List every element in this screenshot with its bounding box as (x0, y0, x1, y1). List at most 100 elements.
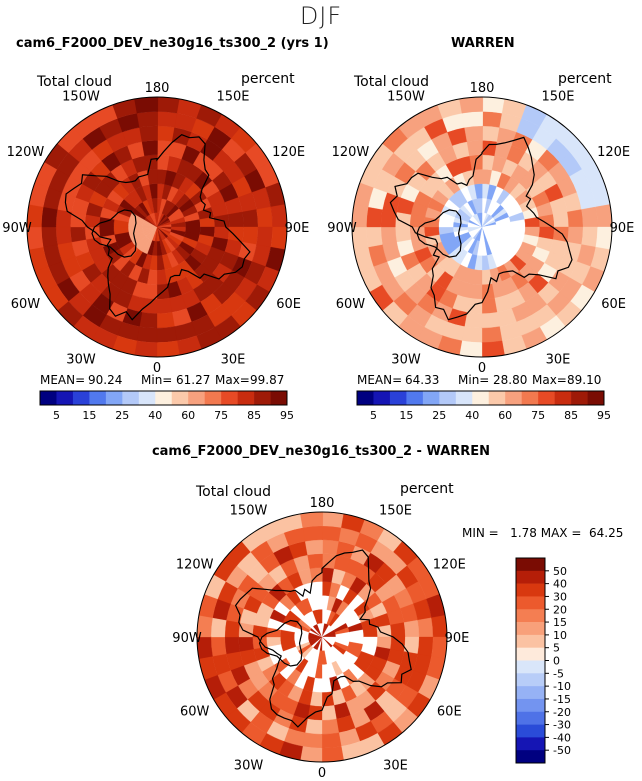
map-cell (309, 567, 323, 583)
colorbar-swatch (571, 391, 588, 405)
colorbar-tick-label: 40 (148, 409, 162, 422)
colorbar-tick-label: 85 (564, 409, 578, 422)
colorbar-tick-label: 15 (553, 616, 567, 629)
colorbar-tick-label: 5 (53, 409, 60, 422)
map-cell (256, 226, 273, 249)
longitude-label: 30W (66, 353, 96, 368)
map-cell (134, 97, 159, 114)
colorbar-tick-label: -30 (553, 719, 571, 732)
colorbar-tick-label: 85 (247, 409, 261, 422)
map-cell (538, 214, 555, 228)
panel3-units-label: percent (400, 481, 454, 497)
panel1-max-value: 99.87 (250, 373, 285, 387)
colorbar-tick-label: 25 (115, 409, 129, 422)
map-cell (581, 226, 598, 249)
colorbar-tick-label: -15 (553, 693, 571, 706)
colorbar-tick-label: 60 (498, 409, 512, 422)
map-cell (41, 226, 58, 248)
map-cell (552, 211, 569, 228)
panel1-min-value: 61.27 (176, 373, 211, 387)
map-cell (321, 525, 343, 542)
longitude-label: 60E (276, 297, 301, 312)
longitude-label: 90E (610, 221, 635, 236)
colorbar-swatch (516, 583, 545, 597)
colorbar-frame (356, 390, 605, 406)
colorbar-tick-label: 0 (553, 655, 560, 668)
colorbar-swatch (188, 391, 205, 405)
panel3-variable-label: Total cloud (196, 484, 272, 500)
colorbar-tick-label: 95 (597, 409, 611, 422)
map-cell (307, 553, 323, 569)
panel2-min-label: Min= (458, 373, 490, 387)
colorbar-swatch (516, 724, 545, 738)
colorbar-swatch (516, 660, 545, 674)
colorbar-tick-label: 75 (531, 409, 545, 422)
colorbar-tick-label: -40 (553, 731, 571, 744)
greenland-outline (258, 619, 303, 667)
colorbar-tick-label: 40 (553, 578, 567, 591)
colorbar-tick-label: 15 (399, 409, 413, 422)
colorbar-swatch (204, 391, 222, 405)
colorbar-tick-label: 20 (553, 603, 567, 616)
map-cell (480, 340, 505, 357)
colorbar-swatch (516, 711, 545, 725)
longitude-label: 30W (391, 353, 421, 368)
map-cell (156, 326, 178, 343)
map-cell (70, 226, 87, 243)
longitude-label: 90E (285, 221, 310, 236)
colorbar-swatch (505, 391, 522, 405)
map-cell (141, 140, 158, 157)
colorbar-tick-label: 30 (553, 590, 567, 603)
colorbar-frame (39, 390, 288, 406)
map-cell (366, 205, 383, 228)
colorbar-swatch (155, 391, 173, 405)
map-cell (238, 636, 254, 652)
longitude-label: 30E (546, 353, 571, 368)
colorbar-swatch (516, 609, 545, 623)
map-cell (466, 140, 483, 157)
colorbar-tick-label: -50 (553, 744, 571, 757)
colorbar-swatch (455, 391, 473, 405)
colorbar-swatch (516, 673, 545, 687)
colorbar-swatch (105, 391, 123, 405)
longitude-label: 60W (11, 297, 41, 312)
colorbar-swatch (72, 391, 90, 405)
longitude-label: 0 (153, 361, 161, 376)
colorbar-swatch (89, 391, 107, 405)
panel2-min-value: 28.80 (493, 373, 528, 387)
colorbar-swatch (221, 391, 238, 405)
map-cell (156, 97, 181, 114)
greenland-outline (416, 209, 462, 258)
colorbar-tick-label: 75 (214, 409, 228, 422)
longitude-label: 150E (541, 89, 574, 104)
map-cell (481, 312, 500, 329)
coastline-outline (389, 136, 573, 321)
panel2-map (352, 97, 612, 357)
colorbar-tick-label: 5 (370, 409, 377, 422)
longitude-label: 90E (445, 631, 470, 646)
colorbar-swatch (521, 391, 539, 405)
longitude-label: 150W (230, 504, 268, 519)
colorbar-swatch (587, 391, 605, 405)
panel1-max-label: Max= (215, 373, 250, 387)
longitude-label: 60E (437, 705, 462, 720)
colorbar-swatch (40, 391, 57, 405)
longitude-label: 30E (383, 758, 408, 773)
map-cell (224, 636, 241, 655)
polar-longitude-labels: 180 150E 120E 90E 60E 30E 0 30W 60W 90W 120W 150W 18… (2, 81, 634, 781)
map-cell (156, 297, 173, 314)
longitude-label: 60E (601, 297, 626, 312)
map-cell (301, 732, 323, 749)
colorbar-tick-label: 95 (280, 409, 294, 422)
colorbar-tick-label: 25 (432, 409, 446, 422)
map-cell (581, 206, 598, 228)
map-border (26, 96, 288, 358)
longitude-label: 180 (310, 496, 335, 511)
longitude-label: 60W (180, 705, 210, 720)
map-cell (133, 340, 158, 357)
longitude-label: 90W (327, 221, 357, 236)
map-cell (155, 340, 180, 357)
colorbar-swatch (516, 622, 545, 636)
panel2-max-value: 89.10 (567, 373, 602, 387)
panel1-title: cam6_F2000_DEV_ne30g16_ts300_2 (yrs 1) (16, 36, 329, 51)
